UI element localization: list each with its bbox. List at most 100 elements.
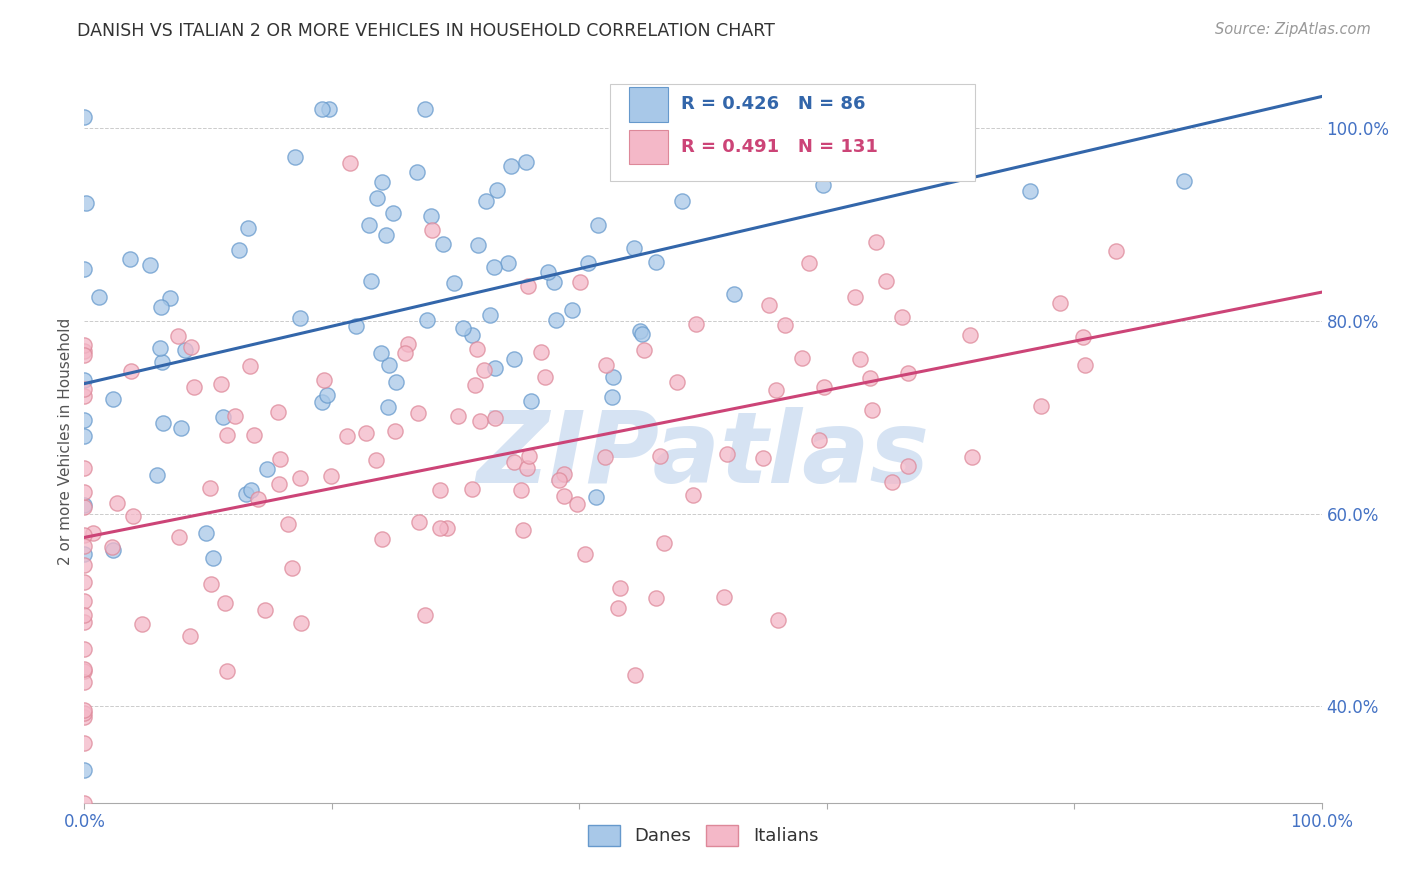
Point xyxy=(475,194,498,208)
Point xyxy=(516,460,538,475)
Point xyxy=(240,483,263,497)
Point xyxy=(169,421,191,435)
Point xyxy=(723,286,745,301)
Point xyxy=(482,260,505,275)
Point xyxy=(100,540,122,554)
Point xyxy=(758,297,780,311)
Point xyxy=(882,475,904,489)
Point xyxy=(797,256,820,270)
Point xyxy=(211,409,233,424)
Point xyxy=(364,453,387,467)
Point xyxy=(73,500,96,515)
Point xyxy=(281,561,304,575)
Point xyxy=(319,469,342,483)
Point xyxy=(73,710,96,724)
Point xyxy=(276,517,298,532)
Point xyxy=(623,241,645,255)
Point xyxy=(131,617,153,632)
Point xyxy=(290,471,312,485)
Point xyxy=(201,551,224,566)
Point xyxy=(628,324,651,338)
Point xyxy=(644,255,666,269)
Point xyxy=(451,321,474,335)
Point xyxy=(429,521,451,535)
Point xyxy=(73,461,96,475)
Point xyxy=(179,629,201,643)
Point xyxy=(73,547,96,561)
Point xyxy=(849,351,872,366)
Point xyxy=(138,258,160,272)
Point xyxy=(960,450,983,464)
Point xyxy=(553,489,575,503)
Point xyxy=(73,348,96,362)
Legend: Danes, Italians: Danes, Italians xyxy=(588,825,818,846)
Point xyxy=(73,574,96,589)
Point xyxy=(467,238,489,252)
Point xyxy=(315,387,337,401)
Point xyxy=(290,615,312,630)
Point xyxy=(73,763,96,777)
FancyBboxPatch shape xyxy=(628,87,668,122)
Point xyxy=(420,209,443,223)
Point xyxy=(685,318,707,332)
Point xyxy=(288,310,311,325)
Point xyxy=(73,675,96,690)
Point xyxy=(510,483,533,497)
Point xyxy=(682,488,704,502)
Point xyxy=(103,392,125,406)
Point xyxy=(515,154,537,169)
Text: R = 0.426   N = 86: R = 0.426 N = 86 xyxy=(681,95,865,113)
Point xyxy=(553,467,575,481)
Point xyxy=(73,429,96,443)
Point xyxy=(73,338,96,352)
Point xyxy=(534,370,557,384)
Point xyxy=(1029,399,1052,413)
Point xyxy=(89,290,111,304)
Point xyxy=(284,150,307,164)
Point xyxy=(503,352,526,367)
Point xyxy=(602,369,624,384)
Point xyxy=(624,667,647,681)
Point xyxy=(484,361,506,376)
Point xyxy=(633,343,655,357)
Point xyxy=(73,528,96,542)
Point xyxy=(382,205,405,219)
Point xyxy=(891,310,914,324)
Point xyxy=(73,382,96,396)
Point xyxy=(546,313,568,327)
Point xyxy=(808,433,831,447)
Point xyxy=(875,274,897,288)
Point xyxy=(406,165,429,179)
Point xyxy=(396,337,419,351)
Point xyxy=(413,608,436,623)
Y-axis label: 2 or more Vehicles in Household: 2 or more Vehicles in Household xyxy=(58,318,73,566)
Point xyxy=(73,662,96,676)
Point xyxy=(773,318,796,333)
Point xyxy=(547,473,569,487)
Point xyxy=(194,526,217,541)
Point xyxy=(1173,174,1195,188)
Point xyxy=(149,341,172,355)
Point xyxy=(267,477,290,491)
Point xyxy=(269,452,291,467)
Point xyxy=(73,261,96,276)
Point xyxy=(716,447,738,461)
FancyBboxPatch shape xyxy=(628,129,668,164)
Point xyxy=(765,383,787,397)
Point xyxy=(173,343,195,358)
Point xyxy=(588,218,610,232)
Point xyxy=(432,236,454,251)
Point xyxy=(378,358,401,372)
Point xyxy=(569,275,592,289)
Point xyxy=(883,154,905,169)
Point xyxy=(254,602,277,616)
Point xyxy=(561,302,583,317)
Point xyxy=(384,425,406,439)
Point xyxy=(370,346,392,360)
Point xyxy=(336,429,359,443)
Point xyxy=(183,379,205,393)
Point xyxy=(429,483,451,497)
Point xyxy=(607,601,630,615)
Point xyxy=(859,370,882,384)
Point xyxy=(152,416,174,430)
